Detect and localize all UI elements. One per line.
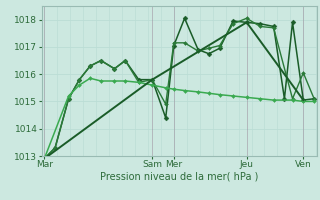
X-axis label: Pression niveau de la mer( hPa ): Pression niveau de la mer( hPa ) bbox=[100, 172, 258, 182]
